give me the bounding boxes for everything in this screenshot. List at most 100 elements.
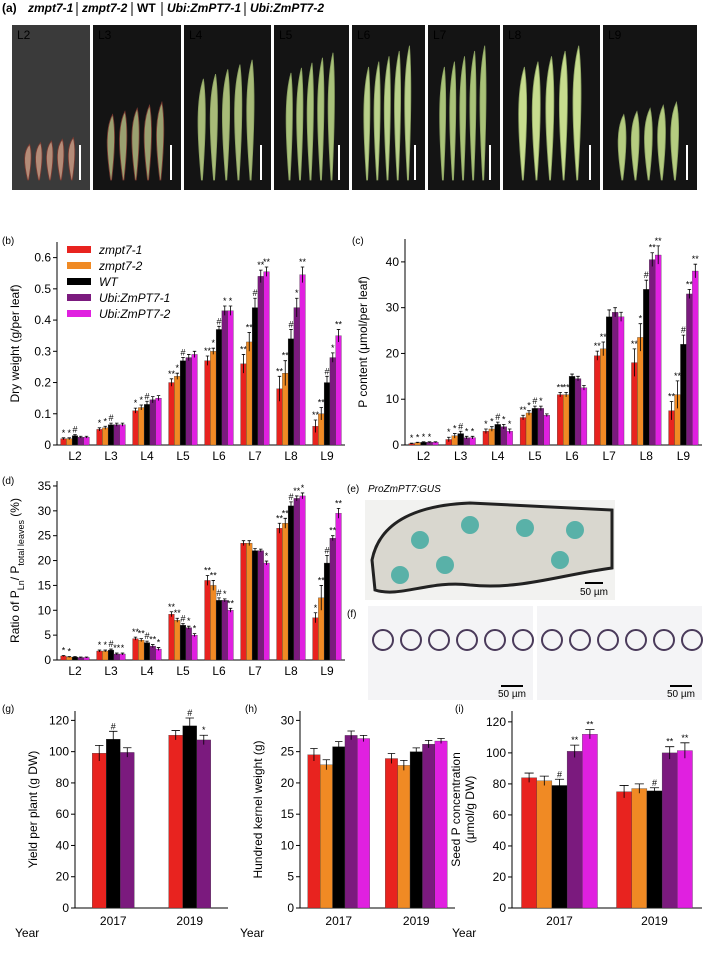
bar bbox=[83, 437, 90, 446]
y-tick-label: 5 bbox=[44, 628, 51, 642]
leaf bbox=[35, 141, 43, 181]
leaf bbox=[644, 107, 653, 181]
error-bar bbox=[412, 747, 420, 756]
y-tick-label: 100 bbox=[49, 745, 69, 759]
significance-mark: ** bbox=[263, 257, 271, 267]
x-tick-label: 2017 bbox=[325, 914, 352, 928]
error-bar bbox=[133, 636, 138, 641]
significance-mark: ** bbox=[571, 735, 579, 745]
bar bbox=[185, 627, 192, 661]
bar bbox=[488, 428, 495, 446]
error-bar bbox=[199, 734, 208, 745]
significance-mark: * bbox=[410, 433, 414, 443]
error-bar bbox=[347, 730, 355, 740]
error-bar bbox=[619, 785, 629, 798]
error-bar bbox=[205, 575, 210, 586]
bar bbox=[257, 550, 264, 661]
bar bbox=[246, 341, 253, 446]
error-bar bbox=[277, 375, 282, 402]
error-bar bbox=[123, 747, 132, 758]
bar bbox=[138, 639, 145, 661]
bar bbox=[344, 735, 358, 909]
error-bar bbox=[539, 405, 543, 411]
y-tick-label: 5 bbox=[287, 870, 294, 884]
bar bbox=[357, 738, 370, 909]
bar bbox=[71, 435, 79, 446]
significance-mark: * bbox=[314, 603, 318, 613]
error-bar bbox=[325, 555, 329, 571]
legend-label: WT bbox=[99, 275, 119, 289]
bar bbox=[210, 351, 217, 446]
bar bbox=[319, 764, 333, 909]
error-bar bbox=[67, 656, 71, 658]
error-bar bbox=[295, 297, 299, 317]
leaf bbox=[221, 69, 231, 181]
bar bbox=[149, 645, 156, 661]
vascular-bundle bbox=[512, 629, 534, 651]
error-bar bbox=[145, 640, 149, 645]
leaf bbox=[143, 104, 152, 181]
y-tick-label: 20 bbox=[56, 870, 70, 884]
vascular-bundle bbox=[653, 629, 675, 651]
error-bar bbox=[585, 729, 595, 739]
error-bar bbox=[264, 266, 269, 277]
bar bbox=[600, 348, 607, 446]
x-tick-label: L6 bbox=[212, 664, 226, 678]
error-bar bbox=[331, 352, 335, 363]
error-bar bbox=[259, 548, 263, 553]
significance-mark: * bbox=[447, 427, 451, 437]
leaf bbox=[56, 138, 65, 181]
error-bar bbox=[187, 625, 191, 630]
error-bar bbox=[507, 428, 512, 434]
y-tick-label: 0.3 bbox=[34, 344, 51, 358]
error-bar bbox=[264, 560, 269, 566]
error-bar bbox=[145, 400, 149, 408]
significance-mark: ** bbox=[681, 733, 689, 743]
y-tick-label: 120 bbox=[49, 713, 69, 727]
leaf bbox=[439, 66, 447, 181]
gus-stain bbox=[566, 521, 584, 539]
significance-mark: ** bbox=[586, 720, 594, 730]
bar bbox=[263, 271, 270, 446]
y-tick-label: 0 bbox=[287, 901, 294, 915]
significance-mark: * bbox=[295, 288, 299, 298]
y-tick-label: 40 bbox=[386, 255, 400, 269]
significance-mark: ** bbox=[210, 570, 218, 580]
significance-mark: ** bbox=[257, 260, 265, 270]
significance-mark: ** bbox=[649, 243, 657, 253]
significance-mark: * bbox=[484, 419, 488, 429]
y-tick-label: 40 bbox=[56, 838, 70, 852]
significance-mark: # bbox=[187, 708, 192, 718]
bar bbox=[143, 404, 151, 446]
x-axis-label: Year bbox=[240, 926, 264, 940]
vascular-bundle bbox=[681, 629, 703, 651]
significance-mark: ** bbox=[692, 254, 700, 264]
error-bar bbox=[151, 396, 155, 403]
bar bbox=[409, 751, 423, 909]
error-bar bbox=[228, 607, 233, 613]
leaf bbox=[131, 107, 140, 181]
x-tick-label: L6 bbox=[565, 449, 579, 463]
significance-mark: # bbox=[324, 546, 329, 556]
significance-mark: ** bbox=[168, 369, 176, 379]
y-tick-label: 0.5 bbox=[34, 282, 51, 296]
bar bbox=[282, 523, 289, 661]
significance-mark: # bbox=[252, 288, 257, 298]
significance-mark: # bbox=[495, 412, 500, 422]
significance-mark: * bbox=[471, 426, 475, 436]
y-tick-label: 100 bbox=[486, 746, 506, 760]
bar bbox=[332, 746, 346, 909]
error-bar bbox=[84, 656, 89, 659]
significance-mark: * bbox=[62, 646, 66, 656]
significance-mark: # bbox=[288, 319, 293, 329]
y-tick-label: 20 bbox=[281, 776, 295, 790]
y-tick-label: 0.6 bbox=[34, 251, 51, 265]
bar bbox=[568, 376, 576, 446]
error-bar bbox=[387, 753, 396, 764]
error-bar bbox=[120, 652, 125, 656]
error-bar bbox=[259, 269, 263, 283]
significance-mark: ** bbox=[666, 737, 674, 747]
bar bbox=[251, 550, 259, 661]
x-tick-label: L2 bbox=[68, 449, 82, 463]
bar bbox=[215, 329, 223, 446]
